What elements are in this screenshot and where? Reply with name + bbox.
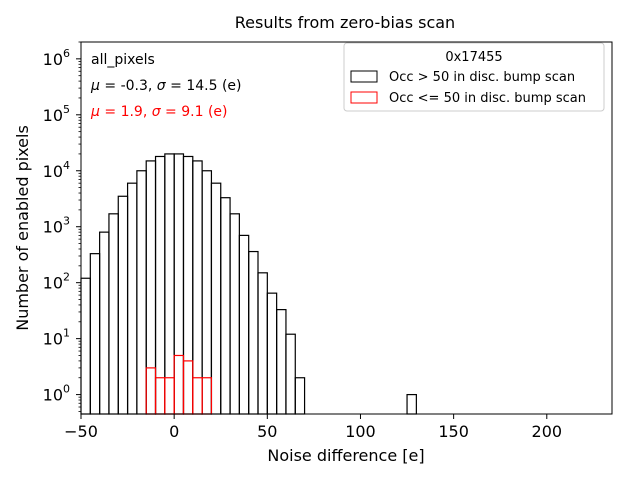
x-tick-label: 150 (438, 422, 469, 441)
x-tick-label: 50 (257, 422, 277, 441)
y-tick-label: 102 (43, 271, 70, 293)
y-tick-label: 101 (43, 327, 70, 349)
y-tick-label: 100 (43, 383, 70, 405)
x-tick-label: 0 (169, 422, 179, 441)
legend: 0x17455 Occ > 50 in disc. bump scan Occ … (343, 42, 605, 112)
x-tick-label: 100 (345, 422, 376, 441)
annotation-label: all_pixels (91, 52, 155, 68)
legend-entry-red: Occ <= 50 in disc. bump scan (389, 91, 586, 106)
y-tick-label: 105 (43, 103, 70, 125)
annotation-stats-red: μ = 1.9, σ = 9.1 (e) (90, 104, 228, 120)
x-tick-label: 200 (532, 422, 563, 441)
plot-frame (80, 41, 613, 415)
stats-red-unit: (e) (208, 104, 228, 120)
y-tick-label: 104 (43, 159, 70, 181)
stats-red-sigma: 9.1 (181, 104, 203, 120)
y-axis-label: Number of enabled pixels (13, 125, 32, 331)
legend-box (343, 42, 605, 112)
x-axis-ticks: −50 0 50 100 150 200 (64, 414, 562, 441)
y-tick-label: 103 (43, 215, 70, 237)
stats-black-unit: (e) (222, 78, 242, 94)
legend-entry-black: Occ > 50 in disc. bump scan (389, 70, 575, 85)
y-tick-label: 106 (43, 47, 70, 69)
stats-red-mu: 1.9 (121, 104, 143, 120)
x-axis-label: Noise difference [e] (267, 446, 424, 465)
legend-swatch-black (350, 70, 378, 83)
legend-title: 0x17455 (445, 50, 502, 65)
chart-title: Results from zero-bias scan (235, 13, 455, 32)
x-tick-label: −50 (64, 422, 98, 441)
stats-black-sigma: 14.5 (186, 78, 217, 94)
stats-black-mu: -0.3 (121, 78, 148, 94)
annotation-stats-black: μ = -0.3, σ = 14.5 (e) (90, 78, 241, 94)
y-axis-ticks: 100 101 102 103 104 105 106 (43, 41, 81, 412)
legend-swatch-red (350, 91, 378, 104)
